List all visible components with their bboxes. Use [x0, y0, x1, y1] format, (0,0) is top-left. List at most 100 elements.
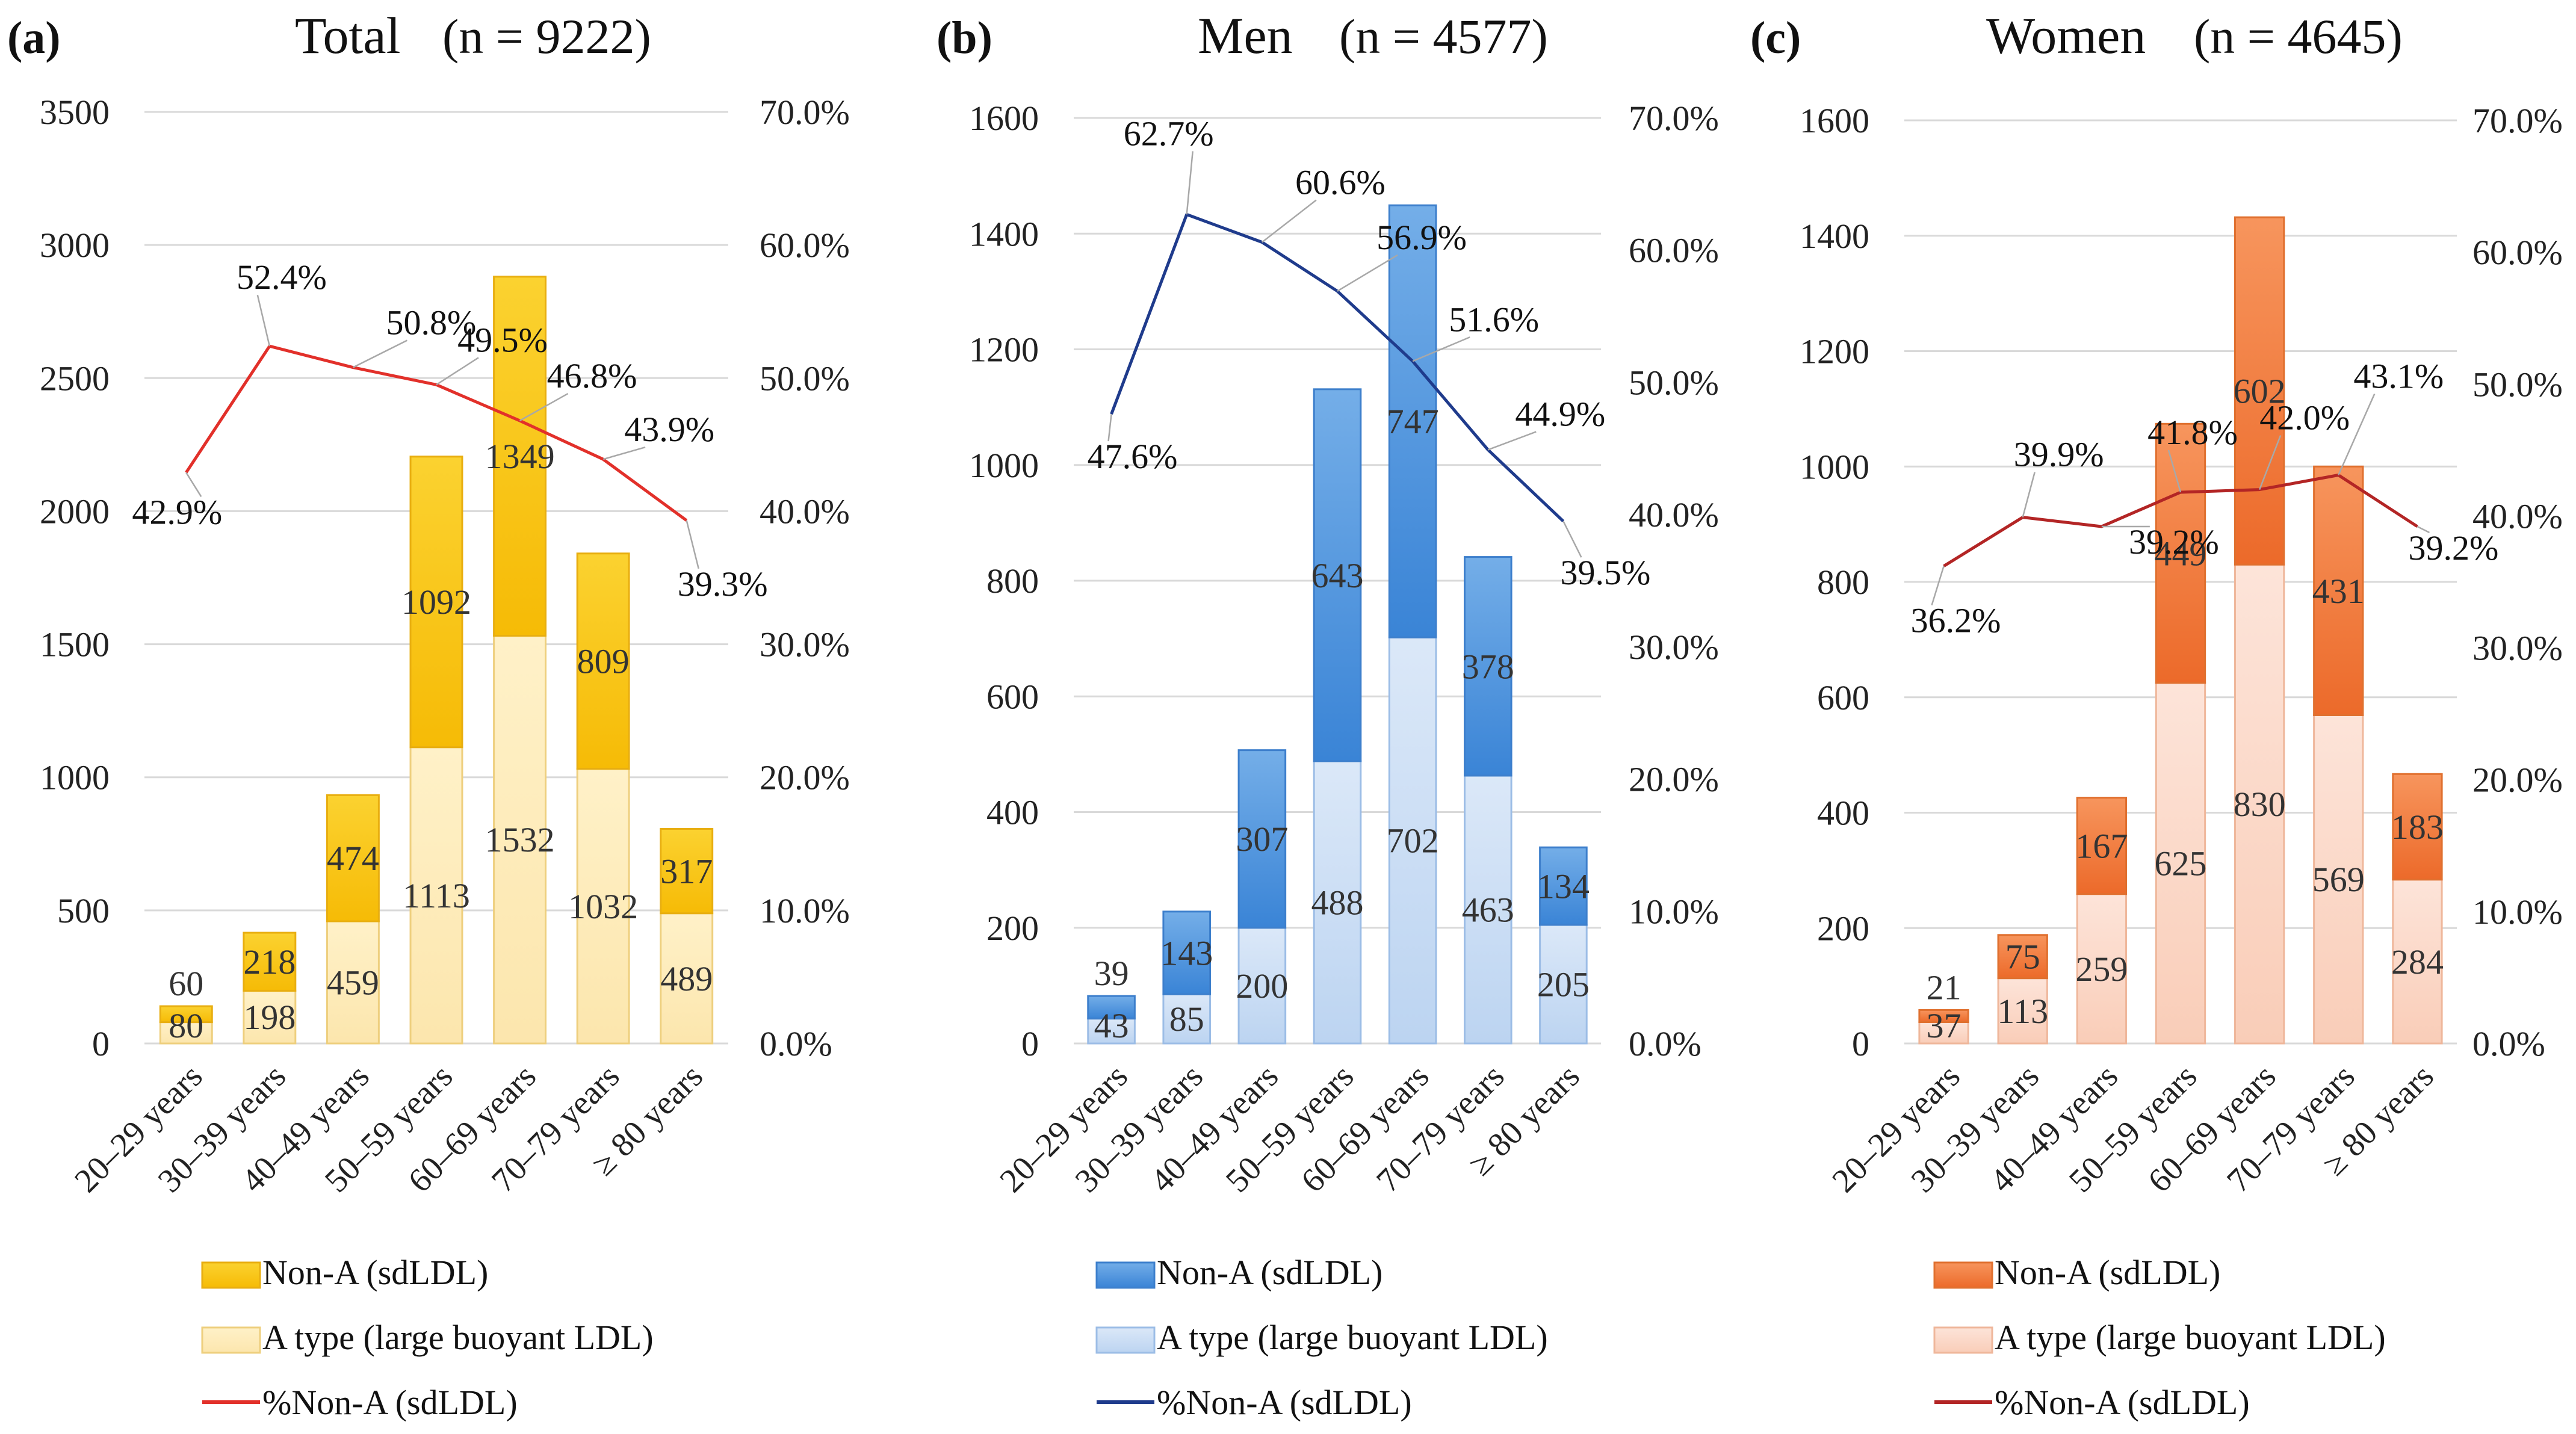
bar-non-a: [660, 828, 714, 915]
y-tick-label: 3500: [40, 93, 110, 132]
y-tick-label: 1500: [40, 625, 110, 664]
pct-label: 42.0%: [2259, 398, 2350, 437]
bar-label-non-a: 183: [2391, 808, 2444, 847]
y-tick-label: 1200: [1800, 332, 1869, 371]
bar-label-a-type: 488: [1311, 883, 1364, 922]
pct-label: 56.9%: [1376, 218, 1467, 257]
y2-tick-label: 20.0%: [760, 758, 850, 797]
bar-label-non-a: 474: [327, 839, 379, 878]
bar-a-type: [1388, 636, 1437, 1045]
bar-non-a: [243, 932, 297, 992]
legend-label-pct: %Non-A (sdLDL): [1157, 1383, 1412, 1422]
y2-tick-label: 70.0%: [760, 93, 850, 132]
legend-label-a-type: A type (large buoyant LDL): [1157, 1318, 1548, 1357]
chart-panel-b: (b) Men (n = 4577) 0 200 400 600 800 1000 1200 140…: [937, 7, 1719, 1422]
bar-non-a: [1313, 388, 1362, 762]
bar-a-type: [1463, 774, 1512, 1045]
pct-label: 36.2%: [1911, 601, 2001, 640]
bar-label-non-a: 449: [2155, 534, 2207, 573]
bar-label-a-type: 284: [2391, 942, 2444, 981]
bar-label-a-type: 205: [1537, 965, 1590, 1004]
y-tick-label: 2000: [40, 492, 110, 531]
pct-leader-line: [256, 294, 271, 347]
bar-label-a-type: 569: [2312, 860, 2365, 899]
pct-label: 39.2%: [2409, 528, 2499, 567]
bar-label-non-a: 75: [2005, 938, 2040, 977]
pct-label: 44.9%: [1515, 394, 1605, 433]
bar-label-a-type: 489: [660, 959, 713, 998]
legend-label-non-a: Non-A (sdLDL): [1157, 1253, 1382, 1292]
y-tick-label: 0: [1021, 1024, 1039, 1063]
y2-tick-label: 10.0%: [2472, 892, 2563, 932]
y2-tick-label: 70.0%: [2472, 101, 2563, 140]
pct-leader-line: [1107, 414, 1112, 442]
y2-tick-label: 30.0%: [2472, 629, 2563, 668]
pct-leader-line: [1412, 336, 1470, 362]
bar-non-a: [2313, 465, 2364, 716]
bar-non-a: [1162, 910, 1212, 995]
pct-label: 51.6%: [1449, 300, 1539, 339]
chart-title: Men: [1198, 7, 1293, 64]
pct-label: 62.7%: [1124, 114, 1214, 153]
legend-label-non-a: Non-A (sdLDL): [262, 1253, 488, 1292]
bar-label-non-a: 1092: [401, 583, 471, 622]
bar-label-a-type: 459: [327, 963, 379, 1002]
pct-label: 39.2%: [2129, 522, 2219, 561]
y-tick-label: 1200: [969, 330, 1039, 369]
y-tick-label: 400: [986, 793, 1039, 832]
pct-label: 50.8%: [386, 303, 477, 342]
y-tick-label: 600: [986, 677, 1039, 716]
bar-non-a: [493, 276, 547, 637]
y-tick-label: 1600: [969, 99, 1039, 138]
chart-n-label: (n = 9222): [442, 9, 651, 64]
pct-label: 47.6%: [1088, 437, 1178, 476]
bar-label-a-type: 625: [2155, 844, 2207, 883]
pct-label: 52.4%: [237, 258, 327, 297]
bar-label-non-a: 1349: [485, 437, 555, 476]
pct-label: 43.1%: [2353, 356, 2444, 395]
legend-swatch-non-a: [1095, 1261, 1156, 1289]
legend-swatch-non-a: [201, 1261, 261, 1289]
y-tick-label: 1400: [969, 214, 1039, 253]
bar-non-a: [1463, 556, 1512, 777]
bar-non-a: [159, 1005, 213, 1024]
y2-tick-label: 50.0%: [1629, 363, 1719, 402]
bar-a-type: [493, 634, 547, 1045]
bar-label-a-type: 80: [169, 1006, 203, 1045]
legend-swatch-a-type: [201, 1326, 261, 1354]
bar-non-a: [576, 552, 630, 770]
bar-label-a-type: 259: [2075, 950, 2128, 989]
pct-label: 42.9%: [132, 492, 222, 531]
y-tick-label: 0: [1852, 1024, 1869, 1063]
y-tick-label: 1000: [40, 758, 110, 797]
bar-non-a: [2234, 216, 2285, 566]
bar-non-a: [1997, 934, 2048, 980]
bar-label-a-type: 37: [1927, 1006, 1961, 1045]
bar-label-non-a: 747: [1387, 402, 1439, 441]
y2-tick-label: 0.0%: [2472, 1024, 2545, 1063]
bar-label-a-type: 198: [243, 998, 296, 1037]
y2-tick-label: 0.0%: [1629, 1024, 1701, 1063]
bar-a-type: [1162, 993, 1212, 1045]
y-tick-label: 1600: [1800, 101, 1869, 140]
bar-label-non-a: 317: [660, 852, 713, 891]
bar-non-a: [1237, 749, 1287, 929]
bar-label-non-a: 167: [2075, 827, 2128, 866]
bar-label-non-a: 218: [243, 942, 296, 981]
bar-label-non-a: 602: [2234, 372, 2286, 411]
bar-a-type: [2076, 893, 2128, 1045]
bar-a-type: [1087, 1018, 1136, 1045]
y-tick-label: 1000: [969, 446, 1039, 485]
pct-leader-line: [2338, 393, 2376, 476]
pct-leader-line: [1931, 566, 1945, 606]
y2-tick-label: 40.0%: [1629, 495, 1719, 534]
pct-leader-line: [1262, 199, 1317, 243]
legend-label-pct: %Non-A (sdLDL): [262, 1383, 518, 1422]
y2-tick-label: 10.0%: [760, 891, 850, 930]
bar-non-a: [1087, 995, 1136, 1020]
bar-a-type: [2234, 563, 2285, 1045]
bar-a-type: [1997, 977, 2048, 1045]
y-tick-label: 600: [1817, 678, 1869, 717]
bar-non-a: [326, 794, 380, 923]
bar-non-a: [2392, 773, 2443, 881]
